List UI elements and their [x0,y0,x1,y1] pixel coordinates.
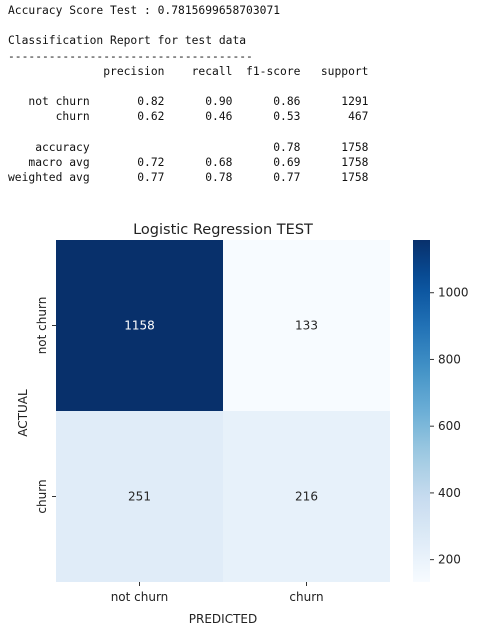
x-axis-label: PREDICTED [189,612,257,626]
cell-value-label: 216 [295,490,318,504]
heatmap-cell-labels: 1158 133 251 216 [124,319,318,504]
report-line: weighted avg 0.77 0.78 0.77 1758 [8,171,369,185]
heatmap-cell [56,240,223,411]
classification-report: Accuracy Score Test : 0.7815699658703071… [8,3,368,185]
colorbar [413,240,430,582]
colorbar-tick-label: 600 [438,419,461,433]
x-tick-label: churn [289,590,323,604]
heatmap-cell [223,411,390,582]
report-line [8,18,368,33]
report-line: ------------------------------------ [8,49,253,63]
cell-value-label: 251 [128,490,151,504]
heatmap-cell [223,240,390,411]
report-line: accuracy 0.78 1758 [8,140,369,154]
confusion-matrix-chart: Logistic Regression TEST 1158 133 251 216 n… [16,222,469,626]
report-line [8,125,368,140]
heatmap-cell [56,411,223,582]
y-axis-ticks: not churn churn [35,297,56,514]
y-axis-label: ACTUAL [16,389,30,437]
report-line: Accuracy Score Test : 0.7815699658703071 [8,4,281,17]
y-tick-label: not churn [35,297,49,355]
colorbar-ticks: 200 400 600 800 1000 [430,286,469,567]
report-line: Classification Report for test data [8,34,247,48]
chart-title: Logistic Regression TEST [133,222,313,238]
report-line [8,79,368,94]
y-tick-label: churn [35,479,49,513]
x-tick-label: not churn [111,590,169,604]
report-line: churn 0.62 0.46 0.53 467 [8,110,369,124]
colorbar-tick-label: 1000 [438,286,469,300]
report-line: macro avg 0.72 0.68 0.69 1758 [8,155,369,169]
colorbar-tick-label: 400 [438,486,461,500]
colorbar-tick-label: 200 [438,553,461,567]
cell-value-label: 133 [295,319,318,333]
report-line: not churn 0.82 0.90 0.86 1291 [8,95,369,109]
colorbar-tick-label: 800 [438,352,461,366]
report-line: precision recall f1-score support [8,64,369,78]
x-axis-ticks: not churn churn [111,582,324,604]
cell-value-label: 1158 [124,319,155,333]
heatmap-cells [56,240,390,582]
